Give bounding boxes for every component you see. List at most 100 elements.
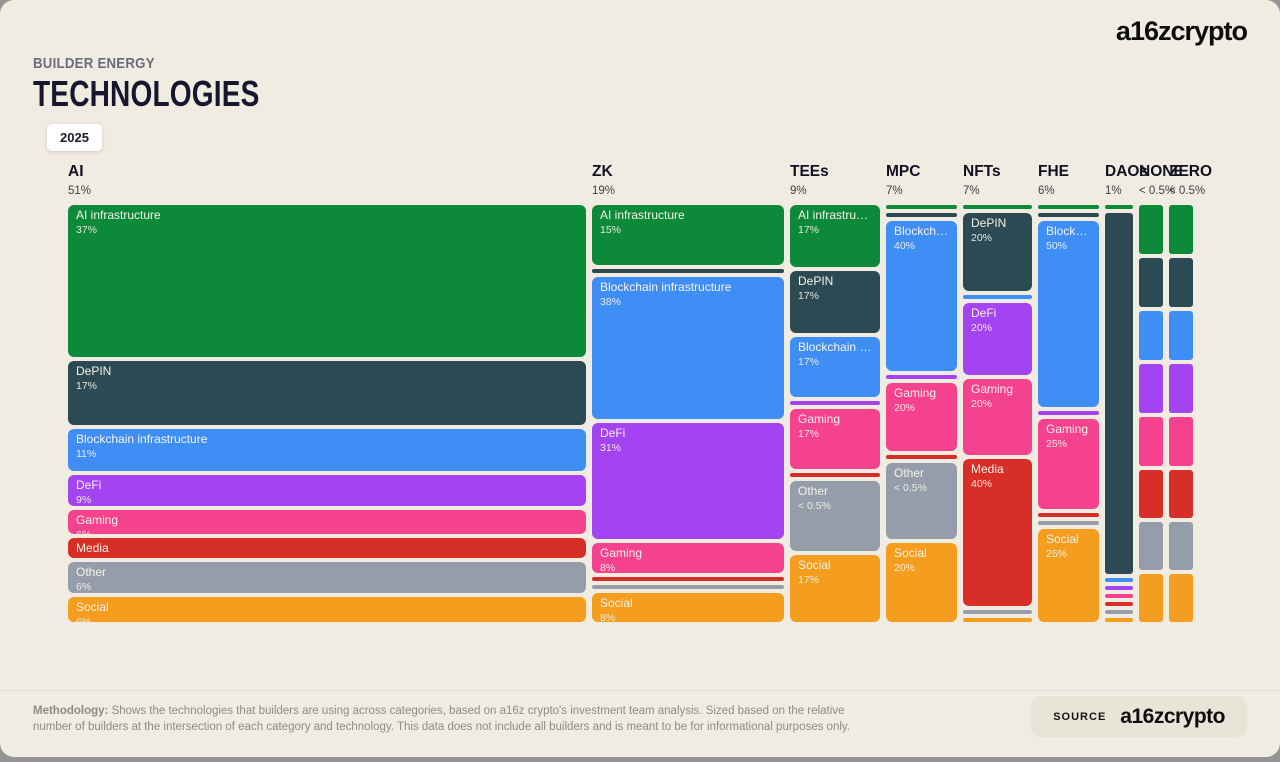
cell-zero-social[interactable]	[1169, 574, 1193, 622]
cell-nfts-media[interactable]: Media 40%	[963, 459, 1032, 606]
cell-value: 17%	[798, 574, 820, 586]
cell-zk-defi[interactable]: DeFi 31%	[592, 423, 784, 539]
cell-zero-other[interactable]	[1169, 522, 1193, 570]
cell-daos-blockchain_infrastructure[interactable]	[1105, 578, 1133, 582]
column-header-nfts: NFTs 7%	[963, 163, 1032, 205]
cell-fhe-blockchain_infrastructure[interactable]: Blockchain infrastructure 50%	[1038, 221, 1099, 407]
cell-tees-depin[interactable]: DePIN 17%	[790, 271, 880, 333]
year-filter-2025[interactable]: 2025	[47, 124, 102, 151]
cell-fhe-depin[interactable]	[1038, 213, 1099, 217]
cell-label: Blockchain infrastructure	[798, 340, 872, 354]
cell-nfts-ai_infrastructure[interactable]	[963, 205, 1032, 209]
cell-fhe-gaming[interactable]: Gaming 25%	[1038, 419, 1099, 509]
column-header-tees: TEEs 9%	[790, 163, 880, 205]
cell-fhe-other[interactable]	[1038, 521, 1099, 525]
cell-ai-blockchain_infrastructure[interactable]: Blockchain infrastructure 11%	[68, 429, 586, 471]
cell-nfts-blockchain_infrastructure[interactable]	[963, 295, 1032, 299]
cell-none-depin[interactable]	[1139, 258, 1163, 307]
cell-tees-ai_infrastructure[interactable]: AI infrastructure 17%	[790, 205, 880, 267]
cell-tees-social[interactable]: Social 17%	[790, 555, 880, 622]
cell-none-blockchain_infrastructure[interactable]	[1139, 311, 1163, 360]
cell-zero-gaming[interactable]	[1169, 417, 1193, 466]
cell-ai-ai_infrastructure[interactable]: AI infrastructure 37%	[68, 205, 586, 357]
cell-none-media[interactable]	[1139, 470, 1163, 518]
cell-tees-gaming[interactable]: Gaming 17%	[790, 409, 880, 469]
cell-fhe-ai_infrastructure[interactable]	[1038, 205, 1099, 209]
cell-daos-defi[interactable]	[1105, 586, 1133, 590]
cell-zero-blockchain_infrastructure[interactable]	[1169, 311, 1193, 360]
cell-none-gaming[interactable]	[1139, 417, 1163, 466]
cell-mpc-depin[interactable]	[886, 213, 957, 217]
cell-zk-depin[interactable]	[592, 269, 784, 273]
cell-daos-depin[interactable]	[1105, 213, 1133, 574]
cell-ai-gaming[interactable]: Gaming 6%	[68, 510, 586, 534]
column-title-daos: DAOs	[1105, 163, 1149, 180]
cell-nfts-gaming[interactable]: Gaming 20%	[963, 379, 1032, 455]
cell-value: 17%	[76, 380, 98, 392]
cell-label: Social	[1046, 532, 1079, 546]
cell-mpc-defi[interactable]	[886, 375, 957, 379]
cell-zk-social[interactable]: Social 8%	[592, 593, 784, 622]
cell-zero-media[interactable]	[1169, 470, 1193, 518]
cell-ai-defi[interactable]: DeFi 9%	[68, 475, 586, 506]
cell-value: 17%	[798, 290, 820, 302]
column-share-zk: 19%	[592, 185, 616, 197]
cell-value: 17%	[798, 224, 820, 236]
cell-mpc-ai_infrastructure[interactable]	[886, 205, 957, 209]
cell-label: Blockchain infrastructure	[76, 432, 208, 446]
cell-zk-media[interactable]	[592, 577, 784, 581]
column-share-fhe: 6%	[1038, 185, 1055, 197]
cell-zk-blockchain_infrastructure[interactable]: Blockchain infrastructure 38%	[592, 277, 784, 419]
cell-nfts-defi[interactable]: DeFi 20%	[963, 303, 1032, 375]
cell-label: DeFi	[600, 426, 626, 440]
cell-ai-social[interactable]: Social 6%	[68, 597, 586, 622]
cell-mpc-social[interactable]: Social 20%	[886, 543, 957, 622]
column-header-mpc: MPC 7%	[886, 163, 957, 205]
cell-fhe-social[interactable]: Social 25%	[1038, 529, 1099, 622]
cell-zk-gaming[interactable]: Gaming 8%	[592, 543, 784, 573]
cell-tees-other[interactable]: Other < 0.5%	[790, 481, 880, 551]
cell-ai-other[interactable]: Other 6%	[68, 562, 586, 593]
cell-tees-media[interactable]	[790, 473, 880, 477]
cell-tees-defi[interactable]	[790, 401, 880, 405]
cell-none-social[interactable]	[1139, 574, 1163, 622]
cell-daos-other[interactable]	[1105, 610, 1133, 614]
cell-fhe-defi[interactable]	[1038, 411, 1099, 415]
cell-daos-social[interactable]	[1105, 618, 1133, 622]
cell-zero-depin[interactable]	[1169, 258, 1193, 307]
cell-none-other[interactable]	[1139, 522, 1163, 570]
cell-daos-media[interactable]	[1105, 602, 1133, 606]
cell-label: Blockchain infrastructure	[1046, 224, 1091, 238]
cell-nfts-other[interactable]	[963, 610, 1032, 614]
column-blocks-zero	[1169, 205, 1193, 622]
cell-mpc-blockchain_infrastructure[interactable]: Blockchain infrastructure 40%	[886, 221, 957, 371]
cell-none-defi[interactable]	[1139, 364, 1163, 413]
cell-fhe-media[interactable]	[1038, 513, 1099, 517]
cell-value: 25%	[1046, 548, 1068, 560]
cell-ai-depin[interactable]: DePIN 17%	[68, 361, 586, 425]
cell-label: Social	[798, 558, 831, 572]
column-blocks-tees: AI infrastructure17% DePIN 17% Blockchain i…	[790, 205, 880, 622]
cell-nfts-depin[interactable]: DePIN 20%	[963, 213, 1032, 291]
cell-label: DePIN	[798, 274, 834, 288]
cell-daos-gaming[interactable]	[1105, 594, 1133, 598]
column-blocks-zk: AI infrastructure 15% Blockchain infrastru…	[592, 205, 784, 622]
cell-tees-blockchain_infrastructure[interactable]: Blockchain infrastructure 17%	[790, 337, 880, 397]
cell-zero-ai_infrastructure[interactable]	[1169, 205, 1193, 254]
cell-mpc-gaming[interactable]: Gaming 20%	[886, 383, 957, 451]
cell-ai-media[interactable]: Media 6%	[68, 538, 586, 558]
cell-mpc-media[interactable]	[886, 455, 957, 459]
cell-nfts-social[interactable]	[963, 618, 1032, 622]
cell-mpc-other[interactable]: Other < 0.5%	[886, 463, 957, 539]
column-blocks-ai: AI infrastructure 37% DePIN 17% Blockchain i…	[68, 205, 586, 622]
cell-value: 25%	[1046, 438, 1068, 450]
column-header-ai: AI 51%	[68, 163, 586, 205]
cell-zk-other[interactable]	[592, 585, 784, 589]
cell-zk-ai_infrastructure[interactable]: AI infrastructure 15%	[592, 205, 784, 265]
cell-daos-ai_infrastructure[interactable]	[1105, 205, 1133, 209]
cell-none-ai_infrastructure[interactable]	[1139, 205, 1163, 254]
cell-label: Gaming	[1046, 422, 1089, 436]
cell-zero-defi[interactable]	[1169, 364, 1193, 413]
column-share-none: < 0.5%	[1139, 185, 1176, 197]
cell-label: AI infrastructure	[600, 208, 685, 222]
